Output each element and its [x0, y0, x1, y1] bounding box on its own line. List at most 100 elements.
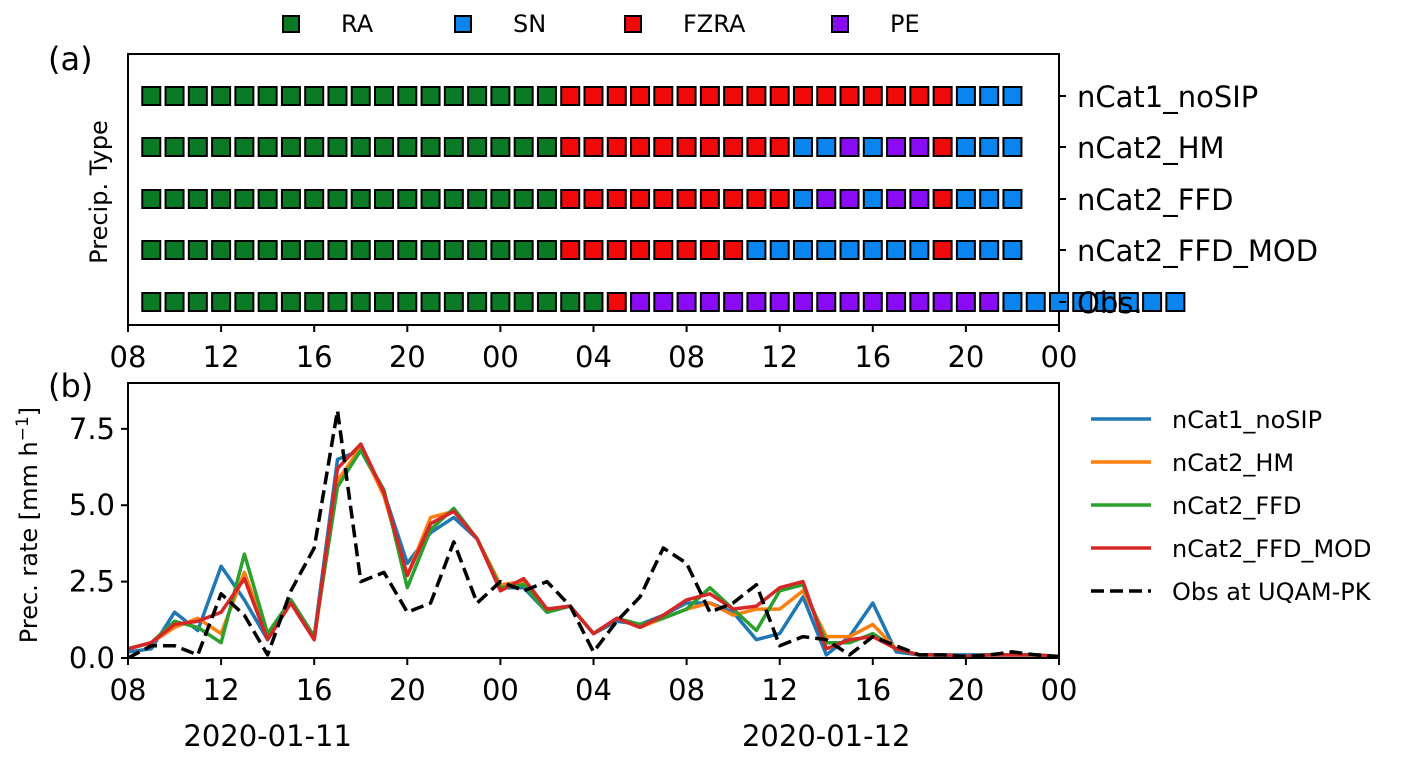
precip-marker-fzra	[630, 86, 651, 106]
precip-marker-ra	[257, 240, 278, 260]
precip-marker-fzra	[606, 240, 627, 260]
precip-marker-sn	[862, 189, 883, 209]
precip-marker-ra	[280, 240, 301, 260]
precip-marker-pe	[839, 137, 860, 157]
x-tick-label: 08	[110, 340, 147, 374]
row-label: nCat2_FFD	[1077, 183, 1233, 217]
x-tick-label: 16	[854, 673, 891, 707]
precip-marker-ra	[374, 137, 395, 157]
date-label: 2020-01-11	[183, 719, 352, 753]
precip-marker-ra	[280, 86, 301, 106]
legend-entry-ncat1-nosip: nCat1_noSIP	[1091, 406, 1322, 434]
precip-marker-ra	[397, 189, 418, 209]
legend-item-pe: PE	[831, 10, 920, 38]
ylabel-sup: −1	[13, 416, 33, 441]
x-tick-label: 00	[482, 673, 519, 707]
legend-label: FZRA	[683, 10, 746, 38]
precip-marker-ra	[234, 137, 255, 157]
precip-marker-ra	[490, 86, 511, 106]
precip-marker-fzra	[932, 189, 953, 209]
precip-marker-fzra	[769, 137, 790, 157]
precip-marker-pe	[653, 292, 674, 312]
precip-marker-ra	[304, 189, 325, 209]
precip-marker-ra	[211, 86, 232, 106]
precip-marker-sn	[955, 137, 976, 157]
precip-marker-sn	[955, 189, 976, 209]
precip-marker-sn	[909, 240, 930, 260]
precip-marker-fzra	[769, 189, 790, 209]
precip-marker-sn	[1002, 189, 1023, 209]
precip-marker-pe	[909, 292, 930, 312]
precip-marker-ra	[327, 240, 348, 260]
precip-marker-fzra	[699, 86, 720, 106]
precip-marker-pe	[676, 292, 697, 312]
precip-marker-fzra	[723, 86, 744, 106]
x-tick-label: 12	[761, 673, 798, 707]
precip-marker-ra	[211, 189, 232, 209]
precip-marker-fzra	[862, 86, 883, 106]
precip-marker-sn	[862, 137, 883, 157]
row-ncat1-nosip	[141, 86, 1023, 106]
precip-marker-ra	[350, 240, 371, 260]
row-ncat2-ffd-mod	[141, 240, 1023, 260]
x-tick-label: 12	[761, 340, 798, 374]
x-tick-label: 04	[575, 673, 612, 707]
legend-label: RA	[341, 10, 374, 38]
precip-marker-ra	[141, 86, 162, 106]
precip-marker-pe	[979, 292, 1000, 312]
precip-marker-fzra	[932, 137, 953, 157]
precip-marker-ra	[397, 292, 418, 312]
legend-swatch	[282, 15, 300, 33]
row-ncat2-hm	[141, 137, 1023, 157]
row-obs	[141, 292, 1186, 312]
precip-marker-fzra	[746, 189, 767, 209]
precip-marker-sn	[979, 189, 1000, 209]
precip-marker-ra	[490, 292, 511, 312]
precip-marker-sn	[979, 86, 1000, 106]
precip-type-panel: nCat1_noSIP nCat2_HM nCat2_FFD nCat2_FFD_MO…	[85, 53, 1318, 374]
precip-marker-pe	[909, 189, 930, 209]
precip-marker-ra	[141, 189, 162, 209]
precip-marker-ra	[513, 189, 534, 209]
precip-marker-ra	[397, 86, 418, 106]
x-tick-label: 16	[296, 340, 333, 374]
precip-marker-sn	[955, 86, 976, 106]
precip-marker-fzra	[606, 292, 627, 312]
precip-marker-sn	[1002, 240, 1023, 260]
precip-marker-ra	[443, 292, 464, 312]
precip-marker-fzra	[630, 189, 651, 209]
precip-marker-sn	[1025, 292, 1046, 312]
precip-marker-fzra	[792, 86, 813, 106]
precip-marker-ra	[211, 292, 232, 312]
precip-marker-ra	[397, 137, 418, 157]
precip-marker-pe	[699, 292, 720, 312]
row-label: nCat2_HM	[1077, 131, 1225, 165]
precip-marker-ra	[280, 189, 301, 209]
precip-marker-pe	[932, 292, 953, 312]
legend-entry-obs-at-uqam-pk: Obs at UQAM-PK	[1091, 578, 1372, 606]
series-lines	[128, 408, 1059, 658]
precip-marker-sn	[1165, 292, 1186, 312]
precip-marker-fzra	[606, 86, 627, 106]
precip-marker-ra	[187, 189, 208, 209]
precip-marker-ra	[513, 137, 534, 157]
precip-marker-ra	[257, 137, 278, 157]
precip-marker-ra	[467, 86, 488, 106]
precip-marker-ra	[280, 292, 301, 312]
precip-marker-fzra	[723, 137, 744, 157]
precip-marker-ra	[187, 240, 208, 260]
x-tick-label: 04	[575, 340, 612, 374]
legend-label: SN	[513, 10, 546, 38]
legend-entry-ncat2-hm: nCat2_HM	[1091, 449, 1294, 477]
legend-entry-ncat2-ffd-mod: nCat2_FFD_MOD	[1091, 535, 1372, 563]
precip-marker-ra	[420, 137, 441, 157]
precip-marker-ra	[420, 189, 441, 209]
precip-marker-fzra	[699, 189, 720, 209]
precip-marker-ra	[141, 240, 162, 260]
precip-marker-sn	[792, 240, 813, 260]
precip-marker-sn	[769, 240, 790, 260]
y-tick-label: 5.0	[69, 488, 115, 522]
precip-marker-ra	[374, 292, 395, 312]
precip-marker-pe	[839, 292, 860, 312]
precip-marker-ra	[164, 189, 185, 209]
